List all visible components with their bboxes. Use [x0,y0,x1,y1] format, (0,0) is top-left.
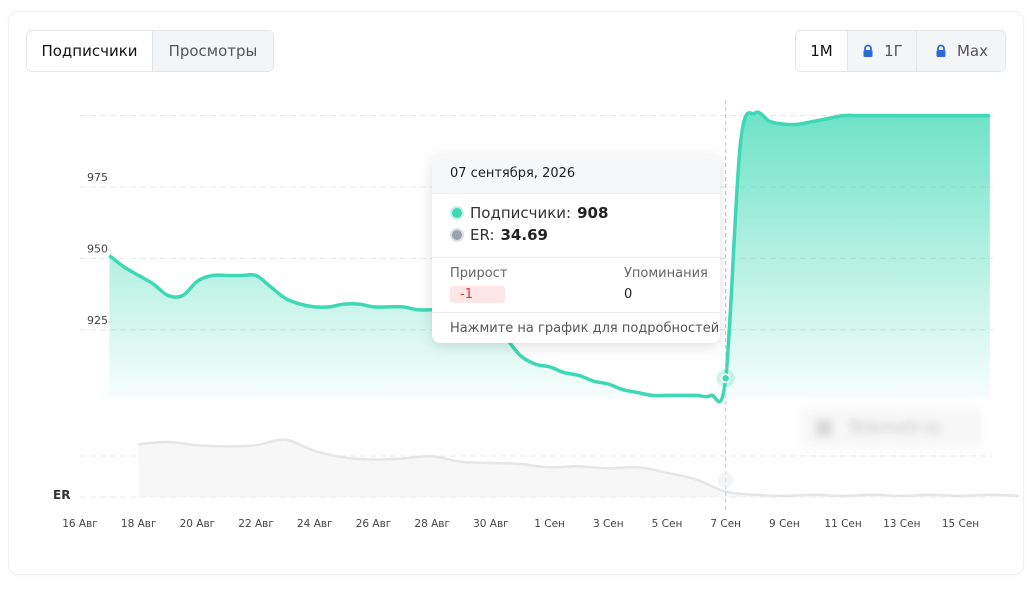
x-tick-label: 26 Авг [356,518,392,530]
tooltip-er-value: 34.69 [500,226,548,244]
y-tick-label: 975 [87,171,108,184]
er-highlight-point [717,472,734,488]
tooltip-growth-value: -1 [450,286,505,303]
er-dot-icon [450,228,464,242]
range-1m-button[interactable]: 1М [796,31,848,71]
x-tick-label: 13 Сен [883,518,920,530]
x-tick-label: 18 Авг [121,518,157,530]
y-tick-label: 950 [87,242,108,255]
er-line [138,438,1019,498]
lock-icon [936,44,946,57]
tooltip-subscribers-value: 908 [577,204,609,222]
x-tick-label: 3 Сен [593,518,624,530]
range-1y-label: 1Г [884,42,903,60]
er-area [138,439,1019,497]
tab-views[interactable]: Просмотры [153,31,273,71]
x-tick-label: 20 Авг [180,518,216,530]
range-tabs: 1М 1Г Max [795,30,1006,72]
tooltip-divider [432,312,720,313]
lock-icon [863,44,873,57]
subscribers-dot-icon [450,206,464,220]
tooltip-subscribers-label: Подписчики: [470,204,572,222]
metric-tabs: Подписчики Просмотры [26,30,274,72]
watermark-text: Telemetr.io [848,418,941,438]
range-1y-button[interactable]: 1Г [848,31,917,71]
subscribers-line [108,110,990,404]
x-tick-label: 7 Сен [710,518,741,530]
chart-tooltip: 07 сентября, 2026 Подписчики: 908 ER: 34… [432,155,720,343]
x-tick-label: 11 Сен [824,518,861,530]
x-tick-label: 24 Авг [297,518,333,530]
tooltip-subscribers-row: Подписчики: 908 [450,204,608,222]
y-tick-label: 925 [87,314,108,327]
x-tick-label: 30 Авг [473,518,509,530]
tooltip-mentions-label: Упоминания [624,266,708,281]
tooltip-footer: Нажмите на график для подробностей [450,321,720,336]
range-max-button[interactable]: Max [917,31,1005,71]
x-tick-label: 22 Авг [238,518,274,530]
range-max-label: Max [956,42,988,60]
watermark: Telemetr.io [800,408,982,448]
er-axis-label: ER [53,488,70,502]
tooltip-mentions-value: 0 [624,287,633,302]
tooltip-date: 07 сентября, 2026 [432,155,720,194]
highlight-point [720,373,731,384]
subscribers-area [109,112,990,402]
x-tick-label: 28 Авг [414,518,450,530]
tab-subscribers[interactable]: Подписчики [27,31,153,71]
x-tick-label: 15 Сен [942,518,979,530]
tooltip-er-row: ER: 34.69 [450,226,548,244]
x-tick-label: 9 Сен [769,518,800,530]
tooltip-growth-label: Прирост [450,266,508,281]
x-tick-label: 1 Сен [534,518,565,530]
x-tick-label: 16 Авг [62,518,98,530]
tooltip-er-label: ER: [470,226,495,244]
watermark-logo-icon [816,420,832,436]
tooltip-divider [432,257,720,258]
x-tick-label: 5 Сен [652,518,683,530]
